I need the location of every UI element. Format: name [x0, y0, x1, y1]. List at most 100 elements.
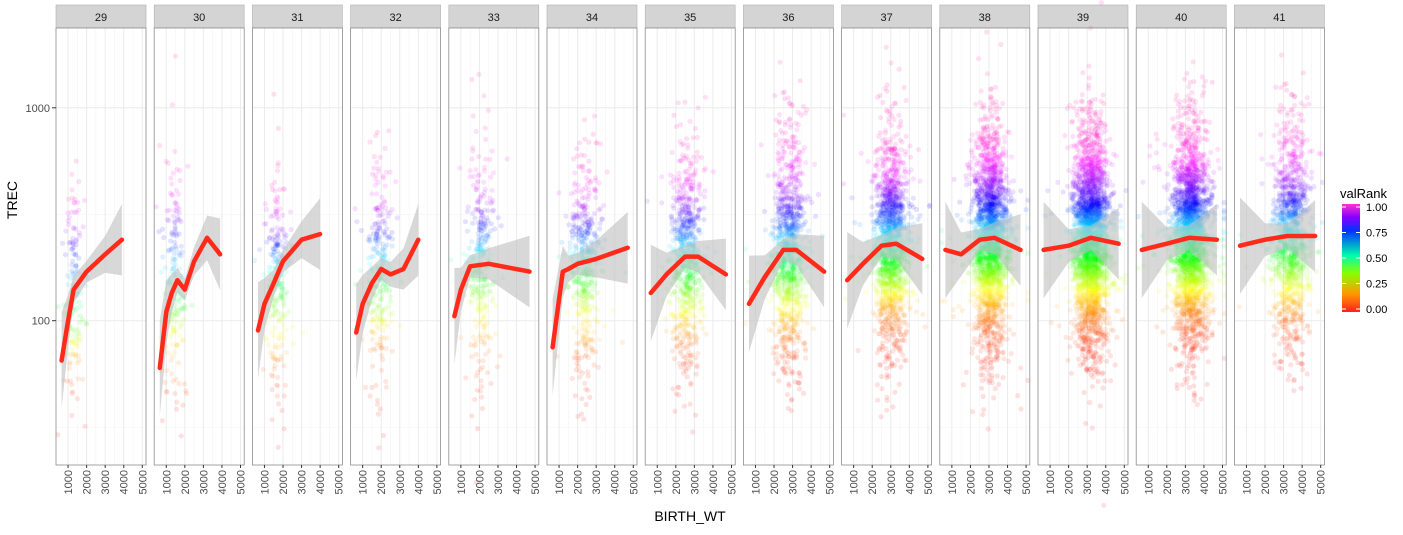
data-point	[693, 304, 698, 309]
x-tick-label: 3000	[198, 470, 210, 494]
data-point	[479, 395, 484, 400]
data-point	[877, 93, 882, 98]
data-point	[263, 201, 268, 206]
data-point	[683, 214, 688, 219]
data-point	[484, 233, 489, 238]
data-point	[463, 219, 468, 224]
data-point	[669, 312, 674, 317]
data-point	[176, 381, 181, 386]
data-point	[693, 167, 698, 172]
data-point	[370, 330, 375, 335]
data-point	[795, 348, 800, 353]
x-tick-label: 2000	[82, 470, 94, 494]
data-point	[592, 330, 597, 335]
data-point	[171, 171, 176, 176]
data-point	[489, 200, 494, 205]
data-point	[884, 185, 889, 190]
x-tick-label: 1000	[750, 470, 762, 494]
data-point	[577, 368, 582, 373]
data-point	[505, 156, 510, 161]
data-point	[70, 347, 75, 352]
data-point	[177, 333, 182, 338]
x-tick-label: 2000	[573, 470, 585, 494]
data-point	[379, 368, 384, 373]
data-point	[374, 160, 379, 165]
x-tick-label: 4000	[217, 470, 229, 494]
data-point	[597, 226, 602, 231]
data-point	[778, 60, 783, 65]
data-point	[476, 72, 481, 77]
data-point	[697, 183, 702, 188]
data-point	[582, 207, 587, 212]
data-point	[781, 195, 786, 200]
data-point	[898, 174, 903, 179]
data-point	[875, 182, 880, 187]
data-point	[774, 305, 779, 310]
data-point	[492, 226, 497, 231]
data-point	[676, 171, 681, 176]
data-point	[70, 391, 75, 396]
data-point	[367, 393, 372, 398]
data-point	[479, 339, 484, 344]
data-point	[898, 307, 903, 312]
data-point	[70, 259, 75, 264]
data-point	[276, 126, 281, 131]
data-point	[695, 351, 700, 356]
x-tick-label: 1000	[63, 470, 75, 494]
data-point	[580, 163, 585, 168]
data-point	[274, 214, 279, 219]
data-point	[797, 207, 802, 212]
data-point	[856, 348, 861, 353]
data-point	[174, 407, 179, 412]
data-point	[875, 398, 880, 403]
data-point	[595, 308, 600, 313]
data-point	[671, 113, 676, 118]
data-point	[694, 159, 699, 164]
data-point	[793, 176, 798, 181]
data-point	[383, 183, 388, 188]
data-point	[471, 174, 476, 179]
data-point	[474, 324, 479, 329]
data-point	[481, 290, 486, 295]
data-point	[902, 313, 907, 318]
data-point	[694, 364, 699, 369]
data-point	[703, 166, 708, 171]
data-point	[892, 363, 897, 368]
data-point	[177, 253, 182, 258]
data-point	[670, 217, 675, 222]
data-point	[689, 342, 694, 347]
data-point	[673, 324, 678, 329]
data-point	[897, 266, 902, 271]
data-point	[575, 330, 580, 335]
data-point	[677, 216, 682, 221]
data-point	[692, 326, 697, 331]
x-tick-label: 3000	[100, 470, 112, 494]
data-point	[591, 287, 596, 292]
data-point	[885, 82, 890, 87]
data-point	[70, 187, 75, 192]
data-point	[483, 157, 488, 162]
data-point	[478, 389, 483, 394]
data-point	[788, 317, 793, 322]
data-point	[481, 180, 486, 185]
data-point	[774, 201, 779, 206]
data-point	[166, 350, 171, 355]
data-point	[700, 326, 705, 331]
data-point	[911, 196, 916, 201]
data-point	[493, 331, 498, 336]
data-point	[174, 343, 179, 348]
data-point	[696, 187, 701, 192]
data-point	[172, 219, 177, 224]
data-point	[785, 360, 790, 365]
data-point	[478, 378, 483, 383]
data-point	[771, 371, 776, 376]
data-point	[481, 93, 486, 98]
data-point	[890, 147, 895, 152]
data-point	[583, 306, 588, 311]
data-point	[680, 286, 685, 291]
data-point	[878, 130, 883, 135]
data-point	[676, 385, 681, 390]
data-point	[70, 339, 75, 344]
data-point	[65, 273, 70, 278]
